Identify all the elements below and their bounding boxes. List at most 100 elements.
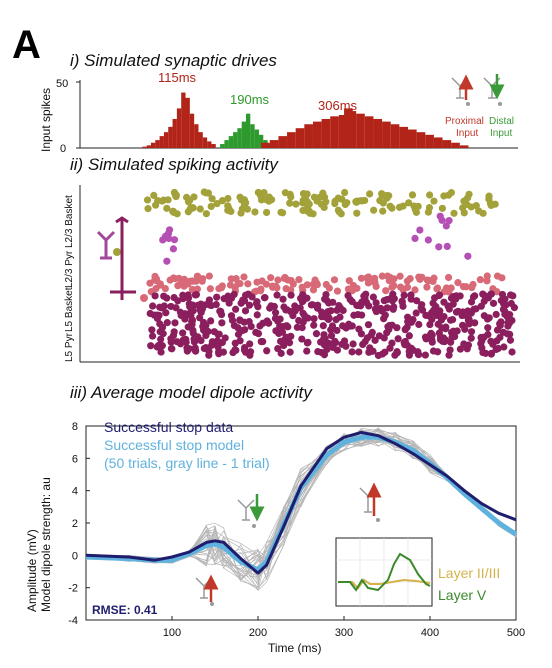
raster-dot-l23-basket xyxy=(438,204,446,212)
raster-dot-l23-basket xyxy=(281,189,290,197)
hist-bar xyxy=(220,144,225,148)
raster-dot-l5-pyr xyxy=(489,340,497,348)
raster-dot-l5-pyr xyxy=(361,296,369,304)
raster-dot-l23-basket xyxy=(188,203,197,212)
raster-dot-l5-pyr xyxy=(449,316,457,324)
series-line-data xyxy=(85,431,517,575)
raster-dot-l5-pyr xyxy=(400,338,408,347)
raster-dot-l23-pyr xyxy=(164,229,173,237)
raster-dot-l23-basket xyxy=(286,199,294,207)
raster-dot-l23-basket xyxy=(224,194,232,203)
hist-bar xyxy=(146,145,151,148)
raster-dot-l5-pyr xyxy=(492,310,500,319)
raster-dot-l23-basket xyxy=(240,201,249,209)
raster-dot-l5-pyr xyxy=(336,313,344,321)
raster-dot-l5-basket xyxy=(244,280,252,288)
raster-dot-l23-basket xyxy=(425,203,434,212)
raster-dot-l5-basket xyxy=(295,275,303,284)
y-tick-label: 4 xyxy=(72,486,78,498)
raster-dot-l5-basket xyxy=(262,280,270,288)
raster-dot-l5-pyr xyxy=(246,340,254,348)
raster-dot-l5-basket xyxy=(240,273,248,281)
raster-dot-l23-basket xyxy=(160,196,168,204)
raster-dot-l5-pyr xyxy=(325,314,333,322)
proximal-drive-icon-early xyxy=(195,574,219,606)
raster-dot-l5-pyr xyxy=(344,291,352,300)
raster-dot-l5-pyr xyxy=(179,295,187,303)
raster-dot-l5-pyr xyxy=(467,328,476,336)
raster-dot-l23-basket xyxy=(202,210,210,218)
raster-dot-l23-basket xyxy=(353,209,361,217)
hist-bar xyxy=(163,132,169,148)
raster-dot-l5-pyr xyxy=(279,295,287,303)
raster-dot-l5-pyr xyxy=(310,315,318,323)
raster-dot-l5-pyr xyxy=(503,330,511,338)
raster-dot-l23-basket xyxy=(143,196,152,204)
raster-dot-l5-pyr xyxy=(323,345,331,354)
raster-dot-l5-basket xyxy=(345,277,353,285)
raster-dot-l5-pyr xyxy=(277,349,285,357)
y-tick-label: 8 xyxy=(72,421,78,433)
raster-dot-l5-pyr xyxy=(163,319,171,327)
raster-dot-l5-pyr xyxy=(471,292,479,300)
raster-dot-l5-pyr xyxy=(157,335,165,343)
raster-dot-l5-pyr xyxy=(394,335,402,343)
raster-dot-l5-pyr xyxy=(312,330,321,338)
hist-bar xyxy=(408,129,417,148)
raster-dot-l5-pyr xyxy=(374,351,383,360)
proximal-input-icon xyxy=(451,74,474,106)
raster-dot-l5-pyr xyxy=(446,346,454,354)
raster-dot-l23-basket xyxy=(440,192,448,200)
raster-dot-l5-pyr xyxy=(147,342,155,350)
raster-dot-l5-pyr xyxy=(214,330,222,339)
raster-dot-l23-basket xyxy=(261,195,269,203)
raster-dot-l5-pyr xyxy=(509,292,517,300)
hist-bar xyxy=(155,140,160,148)
raster-dot-l5-pyr xyxy=(458,311,466,320)
raster-dot-l5-pyr xyxy=(212,300,220,309)
rmse-label: RMSE: 0.41 xyxy=(92,603,158,617)
hist-bar xyxy=(416,132,426,148)
raster-dot-l5-basket xyxy=(188,277,197,285)
raster-dot-l5-pyr xyxy=(256,322,264,330)
hist-bar xyxy=(451,142,460,148)
raster-dot-l5-basket xyxy=(370,274,379,282)
raster-dot-l5-pyr xyxy=(429,347,438,355)
raster-dot-l5-pyr xyxy=(414,350,422,358)
raster-dot-l5-pyr xyxy=(286,348,294,356)
raster-dot-l23-basket xyxy=(299,196,307,204)
raster-dot-l5-pyr xyxy=(230,321,238,330)
inset-layer5-label: Layer V xyxy=(438,587,487,603)
panel-iii-ylabel-2: Model dipole strength: au xyxy=(39,477,53,612)
raster-dot-l23-basket xyxy=(385,192,393,200)
raster-dot-l5-pyr xyxy=(314,347,322,356)
raster-dot-l5-pyr xyxy=(271,309,280,317)
peak-label-190: 190ms xyxy=(230,92,270,107)
raster-dot-l5-pyr xyxy=(508,348,516,356)
raster-dot-l5-pyr xyxy=(159,330,167,338)
raster-dot-l5-pyr xyxy=(213,293,221,301)
raster-dot-l23-pyr xyxy=(163,257,171,265)
raster-dot-l5-pyr xyxy=(221,334,229,342)
raster-dot-l5-pyr xyxy=(484,324,492,332)
raster-dot-l23-basket xyxy=(370,206,378,214)
raster-dot-l5-pyr xyxy=(434,320,442,328)
raster-dot-l5-basket xyxy=(226,281,235,289)
raster-dot-l5-pyr xyxy=(506,336,515,344)
raster-dot-l23-pyr xyxy=(464,252,472,260)
raster-dot-l5-basket xyxy=(280,274,288,282)
raster-dot-l5-pyr xyxy=(501,310,509,318)
raster-dot-l5-pyr xyxy=(216,307,224,315)
raster-dot-l23-basket xyxy=(185,196,194,205)
raster-dot-l5-pyr xyxy=(263,317,271,325)
raster-dot-l5-pyr xyxy=(160,302,168,310)
raster-dot-l5-pyr xyxy=(422,311,430,319)
raster-dot-l5-pyr xyxy=(176,308,185,316)
raster-dot-l5-pyr xyxy=(496,333,504,341)
raster-dot-l5-pyr xyxy=(364,321,373,329)
raster-dot-l5-pyr xyxy=(162,309,170,317)
raster-dot-l5-basket xyxy=(267,274,275,282)
raster-dot-l5-pyr xyxy=(504,322,512,330)
raster-dot-l5-basket xyxy=(382,287,390,295)
raster-dot-l23-basket xyxy=(300,190,308,198)
